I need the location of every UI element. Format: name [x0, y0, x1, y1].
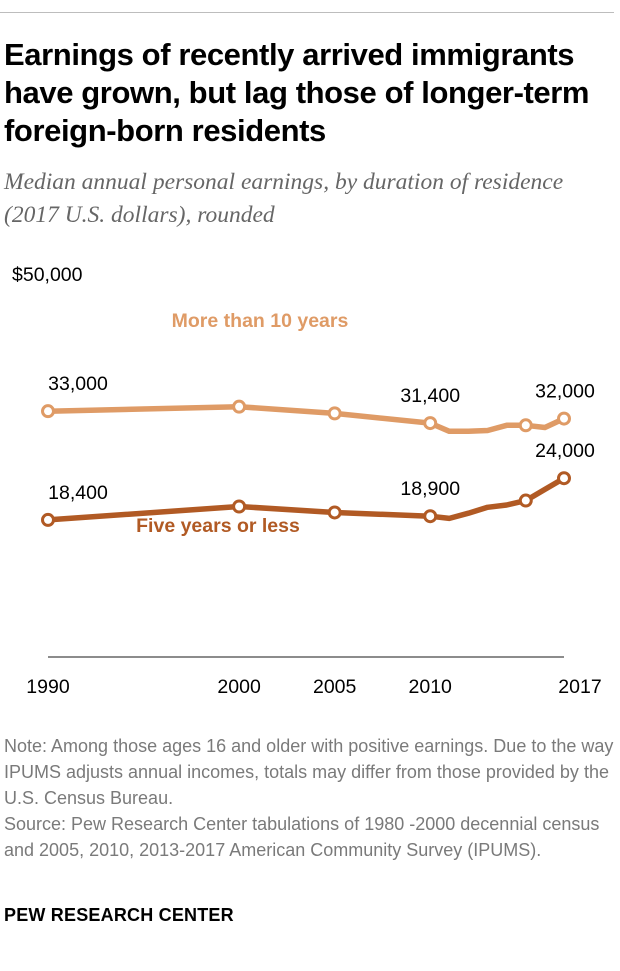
data-point-1-1990: [41, 512, 55, 527]
data-label-1-1990: 18,400: [48, 482, 108, 504]
data-point-0-1990: [41, 404, 55, 419]
data-label-1-2010: 18,900: [400, 478, 460, 500]
x-tick-label-2005: 2005: [313, 676, 357, 698]
data-point-0-2005: [327, 406, 342, 421]
x-tick-label-2010: 2010: [409, 676, 453, 698]
chart-subtitle: Median annual personal earnings, by dura…: [4, 169, 564, 228]
data-point-1-2000: [232, 499, 247, 514]
line-chart: $50,000 1990 2000 2005 2010 2017 33,000 31,400 3…: [12, 264, 602, 698]
series-line-0: [45, 403, 567, 435]
x-tick-label-1990: 1990: [26, 676, 70, 698]
data-point-0-2015: [518, 418, 533, 433]
y-axis-label: $50,000: [12, 264, 83, 286]
data-point-0-2000: [232, 399, 247, 414]
data-label-1-2017: 24,000: [535, 440, 595, 462]
x-tick-label-2017: 2017: [558, 676, 601, 698]
data-point-0-2010: [423, 416, 438, 431]
data-point-0-2017: [557, 411, 571, 426]
data-label-0-2017: 32,000: [535, 381, 595, 403]
data-point-1-2015: [518, 493, 533, 508]
chart-title: Earnings of recently arrived immigrants …: [4, 37, 590, 148]
data-point-1-2005: [327, 505, 342, 520]
chart-note: Note: Among those ages 16 and older with…: [4, 736, 614, 808]
data-label-0-2010: 31,400: [400, 385, 460, 407]
chart-source: Source: Pew Research Center tabulations …: [4, 814, 600, 860]
series-name-more-than-10-years: More than 10 years: [172, 310, 349, 332]
data-point-1-2010: [423, 509, 438, 524]
x-tick-label-2000: 2000: [217, 676, 261, 698]
data-label-0-1990: 33,000: [48, 373, 108, 395]
series-line-1: [45, 475, 567, 523]
top-rule: [0, 12, 614, 13]
brand-label: PEW RESEARCH CENTER: [4, 905, 234, 925]
data-point-1-2017: [557, 471, 571, 486]
series-name-five-years-or-less: Five years or less: [136, 515, 300, 537]
